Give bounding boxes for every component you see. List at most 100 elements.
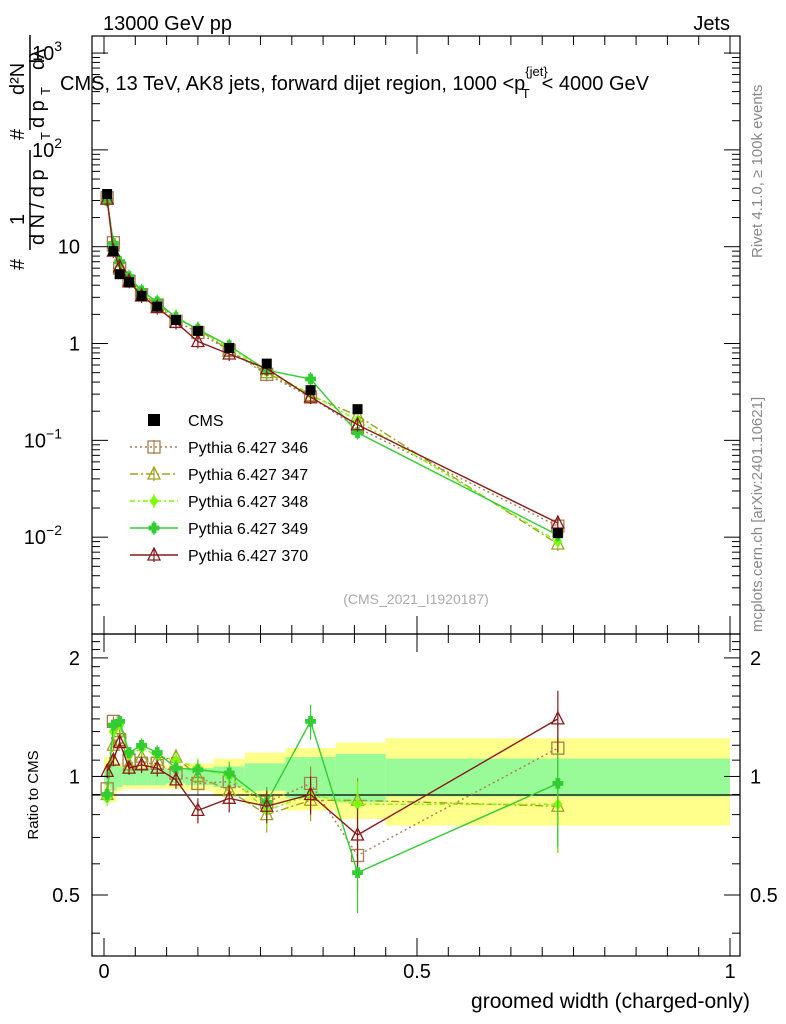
ratio-series bbox=[100, 690, 565, 914]
main-point-series-3 bbox=[352, 427, 363, 439]
y-tick-label: 10−2 bbox=[24, 522, 62, 549]
main-point-series-4 bbox=[350, 416, 365, 431]
y-tick-label: 10 bbox=[58, 237, 80, 259]
legend-label-1: Pythia 6.427 346 bbox=[188, 440, 308, 457]
ratio-point-series-4 bbox=[190, 801, 205, 817]
legend-label-3: Pythia 6.427 348 bbox=[188, 494, 308, 511]
ratio-point-series-4 bbox=[112, 733, 127, 749]
x-tick-label: 1 bbox=[724, 961, 735, 983]
y-tick-label: 10−1 bbox=[24, 425, 62, 452]
ratio-band-inner bbox=[135, 768, 148, 786]
ratio-tick-label-right: 2 bbox=[750, 648, 761, 670]
main-data-points bbox=[102, 189, 563, 539]
main-series bbox=[100, 190, 565, 552]
ylabel-hash-2: # bbox=[7, 128, 29, 140]
data-point bbox=[114, 269, 125, 280]
ratio-point-series-1 bbox=[106, 736, 121, 751]
ratio-band-inner bbox=[116, 766, 123, 788]
legend-label-4: Pythia 6.427 349 bbox=[188, 521, 308, 538]
x-tick-label: 0 bbox=[98, 961, 109, 983]
ratio-point-series-4 bbox=[121, 759, 137, 774]
ylabel-d2n: d²N bbox=[7, 63, 29, 95]
ratio-tick-label: 1 bbox=[69, 766, 80, 788]
ratio-tick-label: 2 bbox=[69, 648, 80, 670]
ratio-band-inner bbox=[335, 754, 386, 803]
x-tick-label: 0.5 bbox=[403, 961, 431, 983]
legend-label-2: Pythia 6.427 347 bbox=[188, 467, 308, 484]
legend-label-0: CMS bbox=[188, 413, 224, 430]
header-jets: Jets bbox=[693, 13, 730, 35]
ratio-point-series-3 bbox=[170, 762, 182, 774]
data-point bbox=[124, 277, 135, 288]
mcplots-ref: mcplots.cern.ch [arXiv:2401.10621] bbox=[749, 397, 766, 632]
ylabel-dpt: d p bbox=[27, 100, 49, 128]
ratio-point-series-4 bbox=[350, 826, 365, 841]
data-point bbox=[552, 528, 563, 539]
legend-marker-3 bbox=[149, 495, 159, 507]
y-tick-label: 103 bbox=[32, 38, 62, 65]
ratio-point-series-3 bbox=[352, 867, 363, 878]
ratio-point-series-4 bbox=[168, 771, 184, 786]
main-point-series-3 bbox=[305, 373, 316, 385]
ylabel-t-1: T bbox=[38, 132, 53, 140]
ratio-point-series-3 bbox=[192, 764, 204, 776]
ratio-axis-label: Ratio to CMS bbox=[25, 750, 42, 839]
ratio-tick-label: 0.5 bbox=[52, 885, 80, 907]
legend-marker-5 bbox=[146, 546, 162, 561]
x-axis-label: groomed width (charged-only) bbox=[471, 990, 750, 1013]
ratio-point-series-4 bbox=[259, 797, 274, 812]
y-axis-label: # 1 d N / d p T # d²N d p T dλ bbox=[7, 35, 53, 270]
ratio-point-series-4 bbox=[150, 759, 165, 774]
main-line-series-1 bbox=[106, 199, 559, 545]
data-point bbox=[136, 290, 147, 301]
legend-marker-2 bbox=[146, 465, 162, 480]
ylabel-hash-1: # bbox=[7, 258, 29, 270]
ratio-point-series-3 bbox=[114, 715, 126, 727]
ratio-point-series-3 bbox=[305, 715, 316, 727]
ratio-point-series-4 bbox=[106, 751, 121, 766]
analysis-watermark: (CMS_2021_I1920187) bbox=[343, 591, 489, 607]
ratio-frame bbox=[91, 633, 741, 957]
ratio-point-series-4 bbox=[550, 710, 565, 725]
ratio-tick-label-right: 0.5 bbox=[750, 885, 778, 907]
data-point bbox=[152, 301, 163, 312]
ratio-point-series-3 bbox=[552, 778, 564, 789]
ratio-point-series-4 bbox=[134, 756, 149, 771]
ratio-point-series-4 bbox=[303, 786, 318, 801]
main-frame bbox=[91, 35, 741, 635]
ratio-point-series-1 bbox=[190, 767, 205, 783]
ratio-point-series-3 bbox=[123, 747, 135, 758]
ratio-tick-label-right: 1 bbox=[750, 766, 761, 788]
ratio-band-inner bbox=[147, 768, 167, 786]
ratio-point-series-4 bbox=[222, 789, 237, 804]
data-point bbox=[305, 385, 316, 396]
main-line-series-3 bbox=[106, 200, 559, 536]
main-point-series-4 bbox=[550, 514, 565, 529]
data-point bbox=[224, 342, 235, 353]
ylabel-one: 1 bbox=[7, 214, 29, 225]
rivet-version: Rivet 4.1.0, ≥ 100k events bbox=[749, 85, 766, 258]
y-tick-label: 102 bbox=[32, 135, 62, 162]
main-point-series-4 bbox=[190, 333, 205, 348]
legend-marker-4 bbox=[148, 522, 160, 534]
ratio-ticks: 0.5 0.5 1 1 2 2 0 0.5 1 bbox=[52, 634, 778, 983]
main-point-series-4 bbox=[222, 345, 237, 360]
legend-label-5: Pythia 6.427 370 bbox=[188, 548, 308, 565]
ratio-point-series-3 bbox=[223, 767, 235, 779]
header-energy: 13000 GeV pp bbox=[103, 13, 232, 35]
data-point bbox=[192, 325, 203, 336]
main-line-series-0 bbox=[106, 197, 559, 527]
ratio-point-series-3 bbox=[136, 739, 147, 751]
data-point bbox=[352, 404, 363, 415]
ratio-point-series-3 bbox=[101, 789, 113, 800]
legend-marker-1 bbox=[147, 440, 161, 454]
ratio-point-series-3 bbox=[151, 747, 163, 758]
ylabel-dl: dλ bbox=[27, 49, 49, 70]
y-tick-label: 1 bbox=[69, 334, 80, 356]
main-point-series-4 bbox=[303, 388, 318, 403]
data-point bbox=[261, 358, 272, 369]
ylabel-dndpt: d N / d p bbox=[27, 169, 49, 245]
